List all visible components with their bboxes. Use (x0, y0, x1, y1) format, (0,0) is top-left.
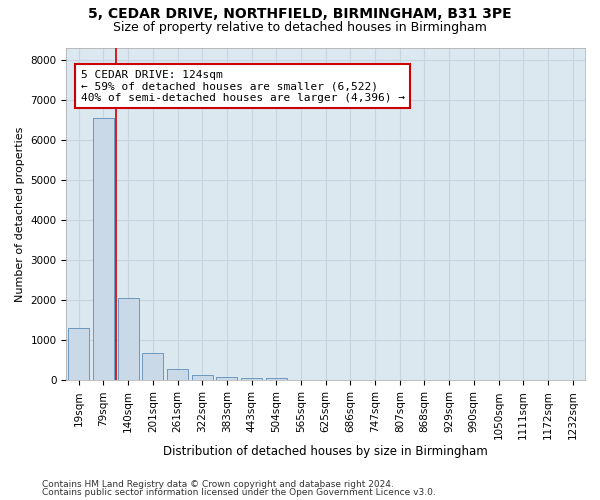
Bar (93, 118, 114, 380)
Text: Size of property relative to detached houses in Birmingham: Size of property relative to detached ho… (113, 21, 487, 34)
Bar (241, 378, 262, 380)
Bar (142, 353, 163, 380)
Bar (192, 375, 213, 380)
Bar (118, 298, 139, 380)
Text: 5 CEDAR DRIVE: 124sqm
← 59% of detached houses are smaller (6,522)
40% of semi-d: 5 CEDAR DRIVE: 124sqm ← 59% of detached … (81, 70, 405, 103)
X-axis label: Distribution of detached houses by size in Birmingham: Distribution of detached houses by size … (163, 444, 488, 458)
Bar (68, 328, 89, 380)
Bar (217, 377, 238, 380)
Text: Contains public sector information licensed under the Open Government Licence v3: Contains public sector information licen… (42, 488, 436, 497)
Text: Contains HM Land Registry data © Crown copyright and database right 2024.: Contains HM Land Registry data © Crown c… (42, 480, 394, 489)
Bar (266, 378, 287, 380)
Text: 5, CEDAR DRIVE, NORTHFIELD, BIRMINGHAM, B31 3PE: 5, CEDAR DRIVE, NORTHFIELD, BIRMINGHAM, … (88, 8, 512, 22)
Y-axis label: Number of detached properties: Number of detached properties (15, 126, 25, 302)
Bar (167, 369, 188, 380)
Title: 5, CEDAR DRIVE, NORTHFIELD, BIRMINGHAM, B31 3PE
Size of property relative to det: 5, CEDAR DRIVE, NORTHFIELD, BIRMINGHAM, … (0, 499, 1, 500)
